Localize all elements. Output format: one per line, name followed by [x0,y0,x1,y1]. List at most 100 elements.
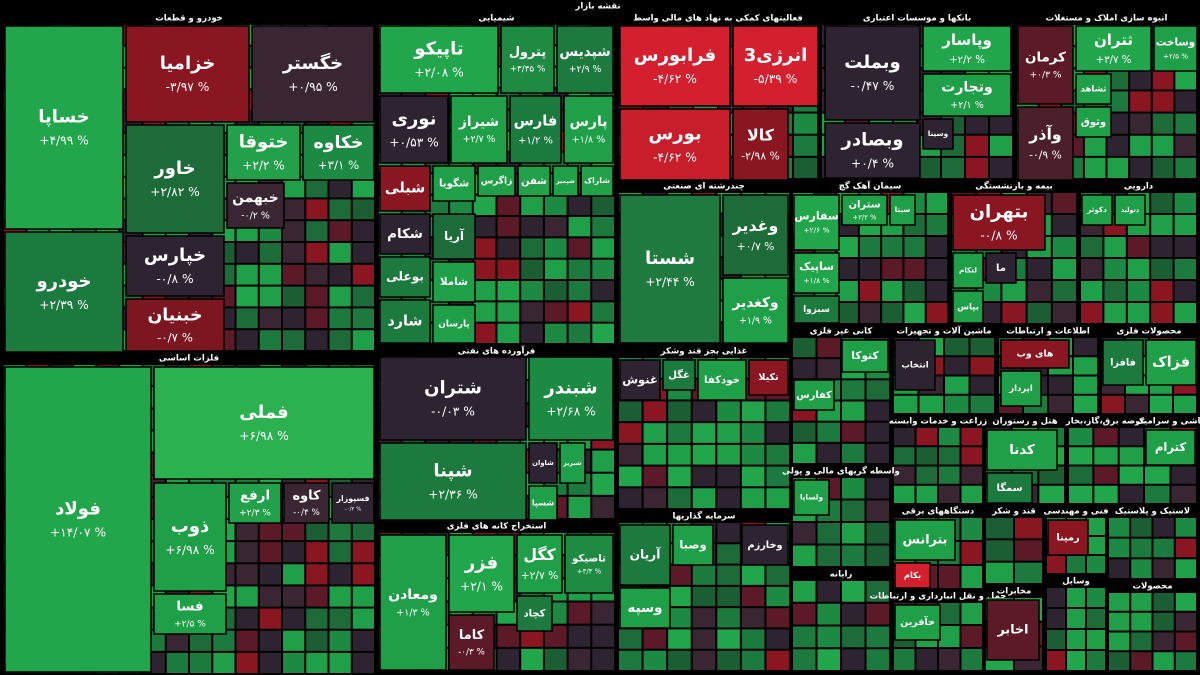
stock-tile[interactable] [793,379,835,411]
stock-tile[interactable] [1075,25,1152,72]
stock-tile[interactable] [379,356,527,441]
stock-tile[interactable] [619,524,671,586]
stock-tile[interactable] [793,479,830,516]
stock-tile[interactable] [4,25,124,230]
stock-tile[interactable] [500,25,555,94]
stock-tile[interactable] [1114,194,1146,226]
stock-tile[interactable] [283,482,330,524]
stock-tile[interactable] [619,359,661,401]
stock-tile[interactable] [228,482,282,524]
stock-tile[interactable] [251,25,375,123]
stock-tile[interactable] [922,73,1012,117]
stock-tile[interactable] [379,534,447,671]
stock-tile[interactable] [619,587,671,629]
stock-tile[interactable] [379,299,431,344]
stock-tile[interactable] [450,95,508,164]
stock-tile[interactable] [432,304,476,344]
stock-tile[interactable] [528,442,558,484]
stock-tile[interactable] [379,442,527,521]
stock-tile[interactable] [528,485,558,521]
stock-tile[interactable] [432,261,476,303]
stock-tile[interactable] [793,295,840,324]
stock-tile[interactable] [952,252,984,289]
stock-tile[interactable] [448,534,515,613]
stock-tile[interactable] [1081,194,1113,226]
stock-tile[interactable] [619,194,721,344]
stock-tile[interactable] [841,194,888,226]
stock-tile[interactable] [226,182,285,229]
stock-tile[interactable] [556,25,614,94]
stock-tile[interactable] [1102,339,1144,386]
stock-tile[interactable] [741,524,789,566]
stock-tile[interactable] [986,472,1033,504]
stock-tile[interactable] [824,25,921,121]
stock-tile[interactable] [153,593,227,635]
stock-tile[interactable] [564,534,614,594]
stock-tile[interactable] [379,256,431,298]
stock-tile[interactable] [516,534,563,594]
stock-tile[interactable] [894,339,936,391]
stock-tile[interactable] [793,252,840,294]
stock-tile[interactable] [125,124,225,234]
stock-tile[interactable] [379,25,499,94]
stock-tile[interactable] [125,235,225,297]
stock-tile[interactable] [153,482,227,592]
stock-tile[interactable] [226,124,301,181]
stock-tile[interactable] [1145,429,1196,466]
stock-tile[interactable] [732,108,789,181]
stock-tile[interactable] [697,359,747,401]
stock-tile[interactable] [1075,73,1112,105]
stock-tile[interactable] [432,165,476,202]
stock-tile[interactable] [528,356,614,441]
stock-tile[interactable] [302,124,375,181]
stock-tile[interactable] [379,165,431,212]
stock-tile[interactable] [793,194,840,251]
stock-tile[interactable] [509,95,562,164]
stock-tile[interactable] [619,25,731,107]
stock-tile[interactable] [894,562,931,589]
stock-tile[interactable] [552,165,579,197]
stock-tile[interactable] [952,290,984,324]
stock-tile[interactable] [563,95,614,164]
stock-tile[interactable] [516,595,553,632]
stock-tile[interactable] [732,25,819,107]
stock-tile[interactable] [379,95,449,164]
stock-tile[interactable] [331,482,375,524]
stock-tile[interactable] [1000,339,1070,369]
stock-tile[interactable] [922,25,1012,72]
stock-tile[interactable] [125,25,250,123]
stock-tile[interactable] [125,298,225,352]
stock-tile[interactable] [985,252,1017,284]
stock-tile[interactable] [1047,519,1089,556]
stock-tile[interactable] [1017,25,1074,105]
stock-tile[interactable] [662,359,696,391]
stock-tile[interactable] [952,194,1046,251]
stock-tile[interactable] [894,519,956,561]
stock-tile[interactable] [559,442,586,484]
stock-tile[interactable] [4,366,152,673]
stock-tile[interactable] [986,429,1058,471]
stock-tile[interactable] [580,165,614,197]
stock-tile[interactable] [889,194,916,226]
stock-tile[interactable] [477,165,516,197]
stock-tile[interactable] [748,359,789,396]
stock-tile[interactable] [1000,370,1042,407]
stock-tile[interactable] [1075,106,1112,138]
stock-tile[interactable] [448,614,495,671]
stock-tile[interactable] [672,524,714,566]
stock-tile[interactable] [722,277,789,344]
stock-tile[interactable] [922,118,954,150]
stock-tile[interactable] [153,366,375,480]
stock-tile[interactable] [432,213,476,260]
stock-tile[interactable] [619,108,731,181]
stock-tile[interactable] [4,231,124,353]
stock-tile[interactable] [1145,339,1197,386]
stock-tile[interactable] [1153,25,1198,72]
stock-tile[interactable] [517,165,551,197]
stock-tile[interactable] [379,213,431,255]
stock-tile[interactable] [1017,106,1074,181]
stock-tile[interactable] [824,122,921,179]
stock-tile[interactable] [986,599,1040,661]
stock-tile[interactable] [841,339,889,373]
stock-tile[interactable] [894,604,941,641]
